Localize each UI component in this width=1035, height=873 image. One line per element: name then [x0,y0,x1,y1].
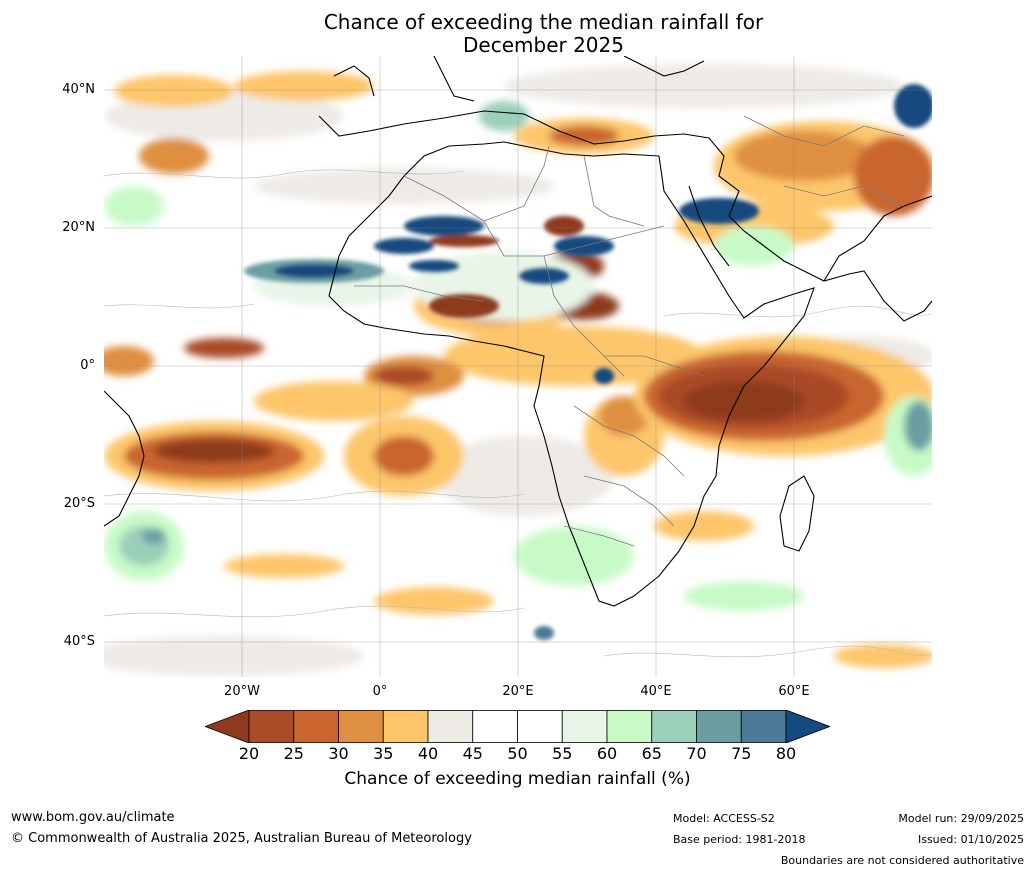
lon-label-60e: 60°E [778,684,810,699]
colorbar-bin-35-40 [382,710,429,743]
lat-label-20s: 20°S [63,496,95,511]
colorbar-extend-low [205,710,250,743]
lat-label-0: 0° [80,358,95,373]
footer-base-period: Base period: 1981-2018 [673,833,806,846]
rainfall-map [104,56,932,677]
chart-title-line-1: Chance of exceeding the median rainfall … [323,10,764,34]
colorbar-bin-60-65 [606,710,653,743]
colorbar [205,710,830,743]
footer-model-run: Model run: 29/09/2025 [898,812,1024,825]
chart-title-line-2: December 2025 [463,33,624,57]
colorbar-tick-label: 20 [238,744,260,763]
colorbar-bin-30-35 [338,710,384,743]
contours [104,169,932,658]
footer-model: Model: ACCESS-S2 [673,812,775,825]
footer-disclaimer: Boundaries are not considered authoritat… [780,854,1024,867]
lat-label-40s: 40°S [63,634,95,649]
footer-copyright: © Commonwealth of Australia 2025, Austra… [11,831,472,846]
graticule [104,56,932,677]
colorbar-tick-label: 50 [507,744,528,763]
lat-label-20n: 20°N [62,220,95,235]
colorbar-bin-55-60 [561,710,608,743]
lon-label-20w: 20°W [224,684,260,699]
colorbar-bin-75-80 [740,710,787,743]
colorbar-bin-45-50 [472,710,518,743]
colorbar-tick-label: 45 [462,744,483,763]
coastline [104,56,932,607]
colorbar-tick-label: 55 [552,744,573,763]
colorbar-label: Chance of exceeding median rainfall (%) [344,769,691,789]
colorbar-bin-40-45 [427,710,474,743]
colorbar-tick-label: 65 [641,744,662,763]
colorbar-bin-25-30 [293,710,339,743]
lon-label-40e: 40°E [640,684,672,699]
colorbar-bin-50-55 [517,710,563,743]
country-borders [354,115,905,547]
colorbar-tick-label: 70 [686,744,707,763]
colorbar-bin-70-75 [696,710,742,743]
footer-issued: Issued: 01/10/2025 [917,833,1024,846]
colorbar-tick-label: 30 [328,744,349,763]
colorbar-tick-label: 60 [596,744,618,763]
colorbar-tick-label: 35 [373,744,394,763]
colorbar-bin-20-25 [248,710,295,743]
colorbar-tick-label: 75 [731,744,752,763]
footer-website: www.bom.gov.au/climate [11,810,175,825]
lon-label-0: 0° [372,684,388,699]
colorbar-tick-label: 80 [775,744,797,763]
lon-label-20e: 20°E [502,684,534,699]
rainfall-intense [244,84,932,640]
colorbar-bin-65-70 [651,710,697,743]
lat-label-40n: 40°N [62,82,95,97]
colorbar-tick-label: 40 [417,744,439,763]
colorbar-tick-label: 25 [283,744,304,763]
colorbar-extend-high [785,710,830,743]
